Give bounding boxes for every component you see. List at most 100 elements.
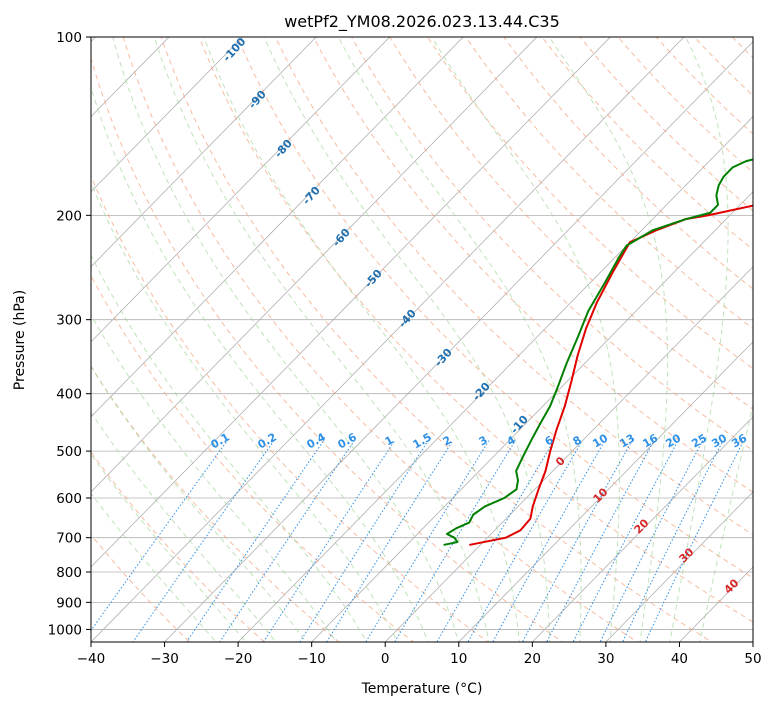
dry-adiabat-line: [655, 37, 753, 135]
isotherm-line: [91, 37, 244, 193]
isotherm-line: [91, 37, 538, 493]
chart-title: wetPf2_YM08.2026.023.13.44.C35: [284, 12, 560, 32]
mixing-ratio-label: 1.5: [411, 430, 434, 451]
mixing-ratio-label: 20: [663, 431, 683, 450]
dry-adiabat-label: -70: [300, 184, 323, 208]
moist-adiabat-line: [91, 411, 277, 642]
isotherm-line: [531, 416, 753, 642]
mixing-ratio-label: 2: [441, 433, 454, 448]
moist-adiabat-line: [91, 85, 429, 642]
y-tick-label: 900: [56, 595, 82, 611]
moist-adiabat-line: [91, 313, 337, 642]
mixing-ratio-line: [91, 440, 228, 632]
x-tick-label: −30: [150, 651, 179, 667]
y-tick-label: 300: [56, 313, 82, 329]
isotherm-line: [91, 37, 464, 418]
mixing-ratio-label: 13: [617, 432, 637, 451]
dry-adiabat-line: [312, 37, 753, 493]
x-tick-label: 0: [381, 651, 390, 667]
dry-adiabat-label: -60: [330, 226, 353, 250]
mixing-ratio-label: 0.1: [209, 430, 232, 451]
dry-adiabat-line: [91, 174, 489, 642]
mixing-ratio-line: [186, 440, 325, 642]
y-axis: 1000 900 800 700 600 500 400 300 200 100: [48, 30, 91, 638]
x-tick-label: −10: [297, 651, 326, 667]
moist-adiabat-label: 0: [553, 454, 568, 469]
moist-adiabat-line: [548, 37, 668, 642]
dry-adiabat-line: [503, 37, 753, 290]
dry-adiabat-line: [743, 10, 775, 654]
isotherm-line: [752, 641, 753, 642]
plot-frame: [90, 36, 754, 643]
x-tick-label: 50: [744, 651, 761, 667]
dry-adiabat-line: [91, 274, 415, 642]
mixing-ratio-line: [394, 440, 516, 642]
dry-adiabat-line: [236, 37, 753, 579]
mixing-ratio-label: 0.2: [256, 430, 279, 451]
isotherm-line: [458, 341, 753, 642]
isotherm-line: [91, 37, 170, 118]
mixing-ratio-line: [132, 440, 275, 642]
moist-adiabat-line: [263, 37, 551, 642]
isotherm-line: [91, 37, 685, 642]
moist-adiabat-line: [699, 402, 753, 642]
dry-adiabat-line: [91, 56, 564, 642]
moist-adiabat-label: 30: [677, 545, 697, 565]
isotherm-line: [237, 116, 753, 642]
mixing-ratio-label: 0.6: [336, 430, 360, 451]
x-tick-label: −20: [224, 651, 253, 667]
moist-adiabat-label: 40: [722, 576, 742, 596]
mixing-ratio-line: [467, 440, 583, 642]
x-tick-label: 20: [524, 651, 541, 667]
dry-adiabat-line: [579, 37, 753, 212]
dry-adiabat-line: [465, 37, 753, 330]
y-tick-label: 100: [56, 30, 82, 46]
moist-adiabat-line: [203, 37, 520, 642]
dry-adiabat-label: -90: [246, 88, 269, 112]
mixing-ratio-line: [365, 440, 490, 642]
y-axis-label: Pressure (hPa): [12, 290, 28, 390]
moist-adiabat-line: [431, 37, 620, 642]
moist-adiabat-label: 20: [632, 516, 652, 536]
mixing-ratio-line: [644, 440, 745, 642]
moist-adiabat-line: [153, 37, 490, 642]
dry-adiabat-line: [274, 37, 753, 536]
temperature-line: [469, 204, 753, 546]
moist-adiabat-line: [91, 365, 307, 642]
dry-adiabat-line: [198, 37, 753, 623]
plot-area: [91, 10, 775, 654]
mixing-ratio-label: 30: [709, 431, 729, 450]
isotherm-line: [91, 37, 317, 268]
mixing-ratio-label: 16: [640, 431, 660, 450]
mixing-ratio-label: 1: [383, 433, 396, 448]
mixing-ratio-label: 25: [689, 432, 709, 451]
isotherm-line: [91, 37, 391, 343]
moist-adiabat-line: [669, 37, 729, 642]
dry-adiabat-line: [351, 37, 753, 452]
x-tick-label: 40: [671, 651, 688, 667]
y-tick-label: 400: [56, 387, 82, 403]
moist-adiabat-line: [112, 37, 460, 642]
dry-adiabat-line: [389, 37, 753, 410]
x-tick-label: 30: [597, 651, 614, 667]
mixing-ratio-line: [599, 440, 704, 642]
mixing-ratio-line: [572, 440, 679, 642]
dry-adiabat-label: -80: [272, 137, 295, 161]
mixing-ratio-label: 10: [590, 431, 610, 450]
isotherm-line: [91, 37, 611, 568]
mixing-ratio-line: [436, 440, 555, 642]
dry-adiabat-line: [541, 37, 753, 251]
moist-adiabat-line: [91, 453, 247, 642]
moist-adiabat-line: [337, 37, 582, 642]
isotherm-line: [384, 266, 753, 642]
mixing-ratio-line: [219, 440, 355, 642]
isotherm-line: [163, 40, 753, 642]
dry-adiabat-line: [91, 451, 266, 642]
y-tick-label: 700: [56, 531, 82, 547]
x-tick-label: 10: [450, 651, 467, 667]
moist-adiabat-label: 10: [591, 485, 611, 505]
y-tick-label: 600: [56, 491, 82, 507]
y-tick-label: 800: [56, 565, 82, 581]
isotherm-line: [605, 491, 753, 642]
